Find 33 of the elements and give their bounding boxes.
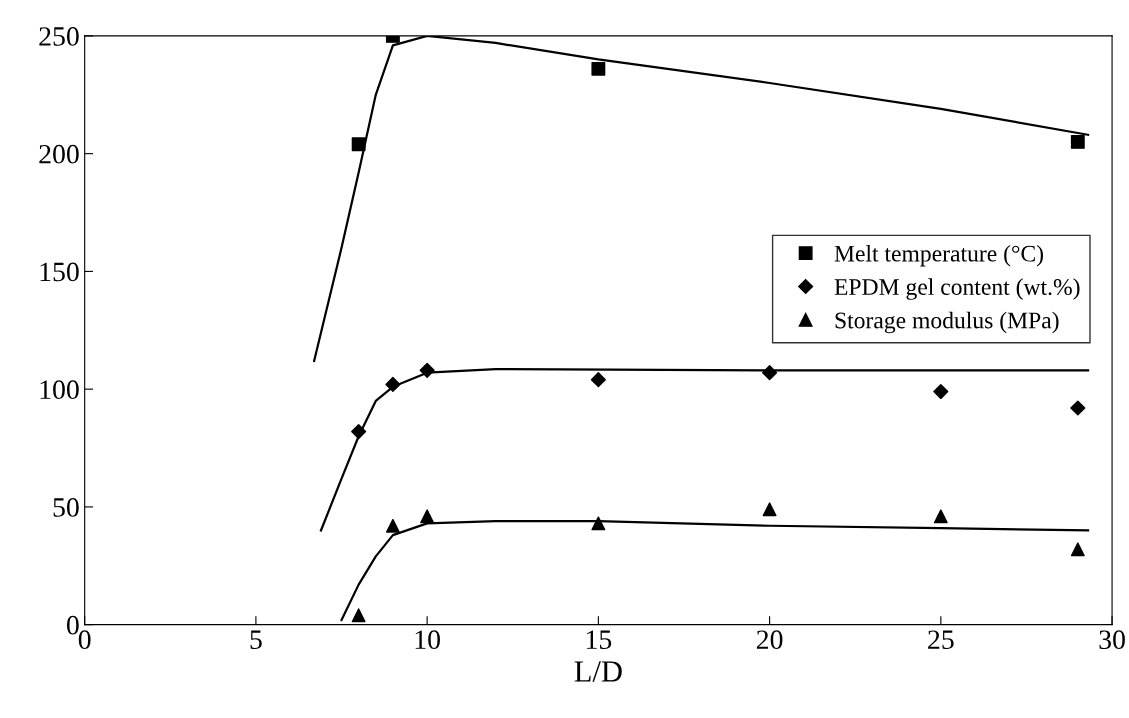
point <box>385 376 401 393</box>
x-tick-label: 5 <box>250 630 262 650</box>
legend-label: Storage modulus (MPa) <box>835 311 1059 334</box>
legend-label: Melt temperature (°C) <box>834 245 1043 267</box>
x-tick-label: 15 <box>586 630 612 650</box>
point <box>351 608 366 623</box>
point <box>591 61 606 76</box>
y-tick-label: 100 <box>40 380 79 400</box>
point <box>591 516 606 531</box>
point <box>762 502 777 517</box>
x-axis-title: L/D <box>574 661 622 682</box>
x-tick-label: 20 <box>756 630 783 650</box>
point <box>933 509 948 524</box>
point <box>1070 400 1086 416</box>
x-tick-label: 30 <box>1099 630 1125 650</box>
y-tick-label: 250 <box>39 27 79 46</box>
point <box>762 365 778 381</box>
point <box>420 509 435 524</box>
y-tick-label: 0 <box>66 615 79 635</box>
point <box>1070 542 1085 557</box>
y-tick-label: 200 <box>39 144 79 164</box>
point <box>351 423 367 440</box>
point <box>385 518 400 533</box>
point <box>590 372 606 388</box>
y-tick-label: 50 <box>53 498 79 517</box>
x-tick-label: 25 <box>928 630 954 650</box>
x-tick-label: 10 <box>415 630 440 650</box>
legend-label: EPDM gel content (wt.%) <box>834 278 1080 300</box>
point <box>419 362 435 378</box>
y-tick-label: 150 <box>40 262 79 282</box>
point <box>933 383 949 400</box>
point <box>351 137 366 152</box>
point <box>1070 134 1085 149</box>
